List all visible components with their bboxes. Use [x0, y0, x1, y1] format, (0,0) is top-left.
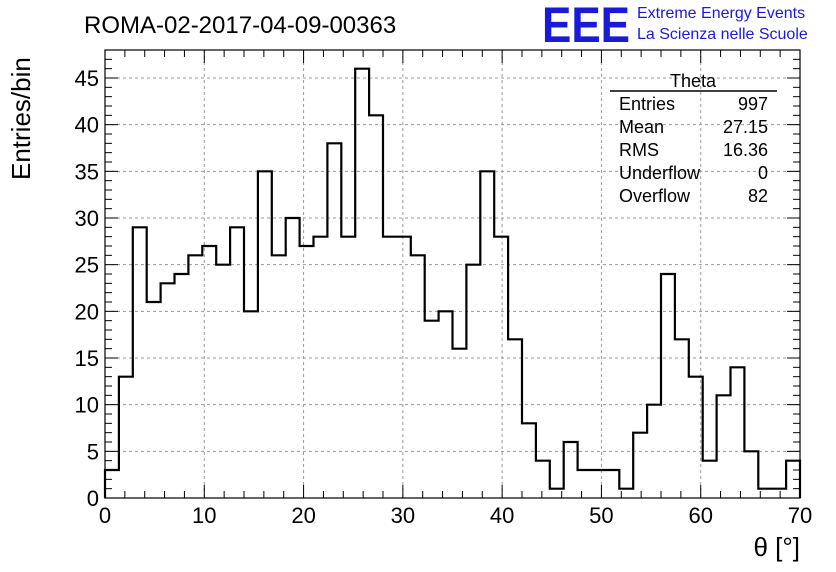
stats-value: 997	[738, 94, 768, 114]
chart-title: ROMA-02-2017-04-09-00363	[84, 12, 396, 39]
x-tick-label: 0	[99, 503, 111, 528]
stats-label: Overflow	[619, 186, 691, 206]
stats-value: 16.36	[723, 140, 768, 160]
logo-line1: Extreme Energy Events	[637, 5, 805, 22]
y-tick-labels: 0 5 10 15 20 25 30 35 40 45	[75, 66, 99, 511]
x-tick-label: 20	[291, 503, 315, 528]
stats-label: Entries	[619, 94, 675, 114]
eee-logo: EEE Extreme Energy Events La Scienza nel…	[542, 0, 808, 53]
x-tick-label: 10	[192, 503, 216, 528]
y-tick-label: 45	[75, 66, 99, 91]
y-tick-label: 10	[75, 393, 99, 418]
x-tick-labels: 0 10 20 30 40 50 60 70	[99, 503, 812, 528]
stats-rows: Entries 997 Mean 27.15 RMS 16.36 Underflow 0 Ove…	[619, 94, 768, 206]
logo-line2: La Scienza nelle Scuole	[637, 26, 808, 43]
y-tick-label: 35	[75, 159, 99, 184]
y-axis-label: Entries/bin	[6, 57, 36, 180]
x-tick-label: 40	[490, 503, 514, 528]
x-tick-label: 30	[391, 503, 415, 528]
stats-value: 27.15	[723, 117, 768, 137]
x-axis-label: θ [°]	[753, 532, 800, 562]
y-tick-label: 30	[75, 206, 99, 231]
y-tick-label: 40	[75, 113, 99, 138]
x-tick-label: 60	[688, 503, 712, 528]
stats-box: Theta Entries 997 Mean 27.15 RMS 16.36 Underfl…	[610, 71, 777, 206]
y-tick-label: 25	[75, 253, 99, 278]
stats-title: Theta	[670, 71, 717, 91]
histogram-series	[103, 67, 802, 498]
stats-label: RMS	[619, 140, 659, 160]
plot-frame	[104, 49, 801, 499]
x-tick-label: 70	[788, 503, 812, 528]
logo-mark: EEE	[542, 0, 630, 53]
y-tick-label: 0	[87, 486, 99, 511]
y-tick-label: 5	[87, 439, 99, 464]
axis-ticks	[104, 49, 801, 499]
stats-value: 82	[748, 186, 768, 206]
y-tick-label: 20	[75, 299, 99, 324]
y-tick-label: 15	[75, 346, 99, 371]
stats-label: Mean	[619, 117, 664, 137]
x-tick-label: 50	[589, 503, 613, 528]
stats-value: 0	[758, 163, 768, 183]
grid-lines	[105, 50, 800, 498]
stats-label: Underflow	[619, 163, 701, 183]
